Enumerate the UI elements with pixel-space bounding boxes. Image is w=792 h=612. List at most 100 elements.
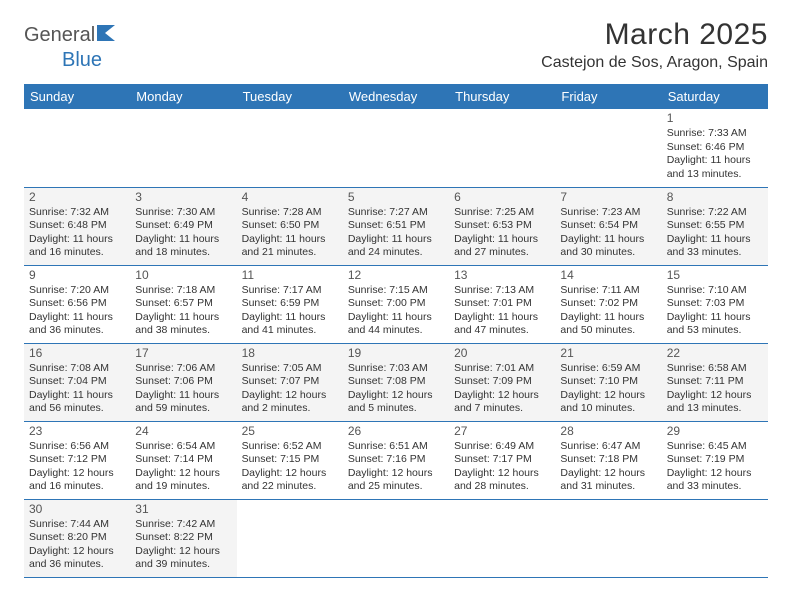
daylight-text: Daylight: 12 hours and 22 minutes.: [242, 467, 338, 494]
week-row: 30Sunrise: 7:44 AMSunset: 8:20 PMDayligh…: [24, 499, 768, 577]
sunset-text: Sunset: 7:06 PM: [135, 375, 231, 388]
day-number: 1: [667, 111, 763, 126]
day-cell: 10Sunrise: 7:18 AMSunset: 6:57 PMDayligh…: [130, 265, 236, 343]
day-number: 7: [560, 190, 656, 205]
day-cell: 20Sunrise: 7:01 AMSunset: 7:09 PMDayligh…: [449, 343, 555, 421]
daylight-text: Daylight: 12 hours and 33 minutes.: [667, 467, 763, 494]
day-cell: 18Sunrise: 7:05 AMSunset: 7:07 PMDayligh…: [237, 343, 343, 421]
col-saturday: Saturday: [662, 84, 768, 109]
logo-text-general: General: [24, 24, 95, 46]
daylight-text: Daylight: 11 hours and 56 minutes.: [29, 389, 125, 416]
day-number: 29: [667, 424, 763, 439]
calendar-table: Sunday Monday Tuesday Wednesday Thursday…: [24, 84, 768, 578]
sunset-text: Sunset: 7:04 PM: [29, 375, 125, 388]
page-header: General Blue March 2025 Castejon de Sos, …: [24, 18, 768, 78]
daylight-text: Daylight: 11 hours and 27 minutes.: [454, 233, 550, 260]
sunrise-text: Sunrise: 7:32 AM: [29, 206, 125, 219]
day-cell: [237, 499, 343, 577]
day-cell: 1Sunrise: 7:33 AMSunset: 6:46 PMDaylight…: [662, 109, 768, 187]
logo-text-blue: Blue: [62, 49, 102, 71]
day-cell: 28Sunrise: 6:47 AMSunset: 7:18 PMDayligh…: [555, 421, 661, 499]
day-cell: [449, 499, 555, 577]
col-friday: Friday: [555, 84, 661, 109]
day-cell: 16Sunrise: 7:08 AMSunset: 7:04 PMDayligh…: [24, 343, 130, 421]
sunrise-text: Sunrise: 6:47 AM: [560, 440, 656, 453]
col-thursday: Thursday: [449, 84, 555, 109]
daylight-text: Daylight: 12 hours and 31 minutes.: [560, 467, 656, 494]
sunset-text: Sunset: 7:02 PM: [560, 297, 656, 310]
sunset-text: Sunset: 7:12 PM: [29, 453, 125, 466]
day-number: 4: [242, 190, 338, 205]
daylight-text: Daylight: 11 hours and 36 minutes.: [29, 311, 125, 338]
day-cell: 27Sunrise: 6:49 AMSunset: 7:17 PMDayligh…: [449, 421, 555, 499]
day-number: 14: [560, 268, 656, 283]
sunset-text: Sunset: 6:51 PM: [348, 219, 444, 232]
sunrise-text: Sunrise: 7:22 AM: [667, 206, 763, 219]
sunset-text: Sunset: 8:22 PM: [135, 531, 231, 544]
day-cell: [343, 499, 449, 577]
calendar-body: 1Sunrise: 7:33 AMSunset: 6:46 PMDaylight…: [24, 109, 768, 577]
day-number: 13: [454, 268, 550, 283]
day-cell: 12Sunrise: 7:15 AMSunset: 7:00 PMDayligh…: [343, 265, 449, 343]
title-block: March 2025 Castejon de Sos, Aragon, Spai…: [541, 18, 768, 72]
sunrise-text: Sunrise: 6:58 AM: [667, 362, 763, 375]
day-number: 10: [135, 268, 231, 283]
daylight-text: Daylight: 12 hours and 36 minutes.: [29, 545, 125, 572]
sunset-text: Sunset: 7:16 PM: [348, 453, 444, 466]
sunrise-text: Sunrise: 6:52 AM: [242, 440, 338, 453]
sunset-text: Sunset: 7:09 PM: [454, 375, 550, 388]
sunset-text: Sunset: 7:17 PM: [454, 453, 550, 466]
day-cell: [555, 499, 661, 577]
sunset-text: Sunset: 7:03 PM: [667, 297, 763, 310]
day-cell: 25Sunrise: 6:52 AMSunset: 7:15 PMDayligh…: [237, 421, 343, 499]
daylight-text: Daylight: 12 hours and 16 minutes.: [29, 467, 125, 494]
day-cell: 8Sunrise: 7:22 AMSunset: 6:55 PMDaylight…: [662, 187, 768, 265]
month-title: March 2025: [541, 18, 768, 52]
sunset-text: Sunset: 7:15 PM: [242, 453, 338, 466]
day-cell: 26Sunrise: 6:51 AMSunset: 7:16 PMDayligh…: [343, 421, 449, 499]
sunset-text: Sunset: 7:01 PM: [454, 297, 550, 310]
daylight-text: Daylight: 11 hours and 13 minutes.: [667, 154, 763, 181]
day-cell: 21Sunrise: 6:59 AMSunset: 7:10 PMDayligh…: [555, 343, 661, 421]
sunrise-text: Sunrise: 7:11 AM: [560, 284, 656, 297]
sunset-text: Sunset: 6:57 PM: [135, 297, 231, 310]
day-cell: 22Sunrise: 6:58 AMSunset: 7:11 PMDayligh…: [662, 343, 768, 421]
day-number: 21: [560, 346, 656, 361]
day-number: 16: [29, 346, 125, 361]
day-number: 11: [242, 268, 338, 283]
sunset-text: Sunset: 6:46 PM: [667, 141, 763, 154]
sunset-text: Sunset: 6:56 PM: [29, 297, 125, 310]
day-number: 17: [135, 346, 231, 361]
day-number: 26: [348, 424, 444, 439]
daylight-text: Daylight: 12 hours and 28 minutes.: [454, 467, 550, 494]
day-cell: 11Sunrise: 7:17 AMSunset: 6:59 PMDayligh…: [237, 265, 343, 343]
daylight-text: Daylight: 11 hours and 53 minutes.: [667, 311, 763, 338]
sunrise-text: Sunrise: 7:42 AM: [135, 518, 231, 531]
sunrise-text: Sunrise: 6:59 AM: [560, 362, 656, 375]
day-number: 20: [454, 346, 550, 361]
sunrise-text: Sunrise: 7:05 AM: [242, 362, 338, 375]
daylight-text: Daylight: 11 hours and 16 minutes.: [29, 233, 125, 260]
weekday-header-row: Sunday Monday Tuesday Wednesday Thursday…: [24, 84, 768, 109]
day-number: 12: [348, 268, 444, 283]
sunrise-text: Sunrise: 7:17 AM: [242, 284, 338, 297]
sunrise-text: Sunrise: 7:13 AM: [454, 284, 550, 297]
daylight-text: Daylight: 12 hours and 39 minutes.: [135, 545, 231, 572]
sunrise-text: Sunrise: 6:49 AM: [454, 440, 550, 453]
day-number: 6: [454, 190, 550, 205]
sunrise-text: Sunrise: 6:56 AM: [29, 440, 125, 453]
day-number: 25: [242, 424, 338, 439]
sunrise-text: Sunrise: 7:03 AM: [348, 362, 444, 375]
sunrise-text: Sunrise: 7:44 AM: [29, 518, 125, 531]
sunset-text: Sunset: 7:00 PM: [348, 297, 444, 310]
day-number: 24: [135, 424, 231, 439]
sunrise-text: Sunrise: 6:45 AM: [667, 440, 763, 453]
logo-text: General Blue: [24, 24, 119, 78]
day-number: 2: [29, 190, 125, 205]
daylight-text: Daylight: 11 hours and 24 minutes.: [348, 233, 444, 260]
day-cell: [237, 109, 343, 187]
sunrise-text: Sunrise: 7:30 AM: [135, 206, 231, 219]
day-cell: [130, 109, 236, 187]
col-wednesday: Wednesday: [343, 84, 449, 109]
day-cell: [555, 109, 661, 187]
